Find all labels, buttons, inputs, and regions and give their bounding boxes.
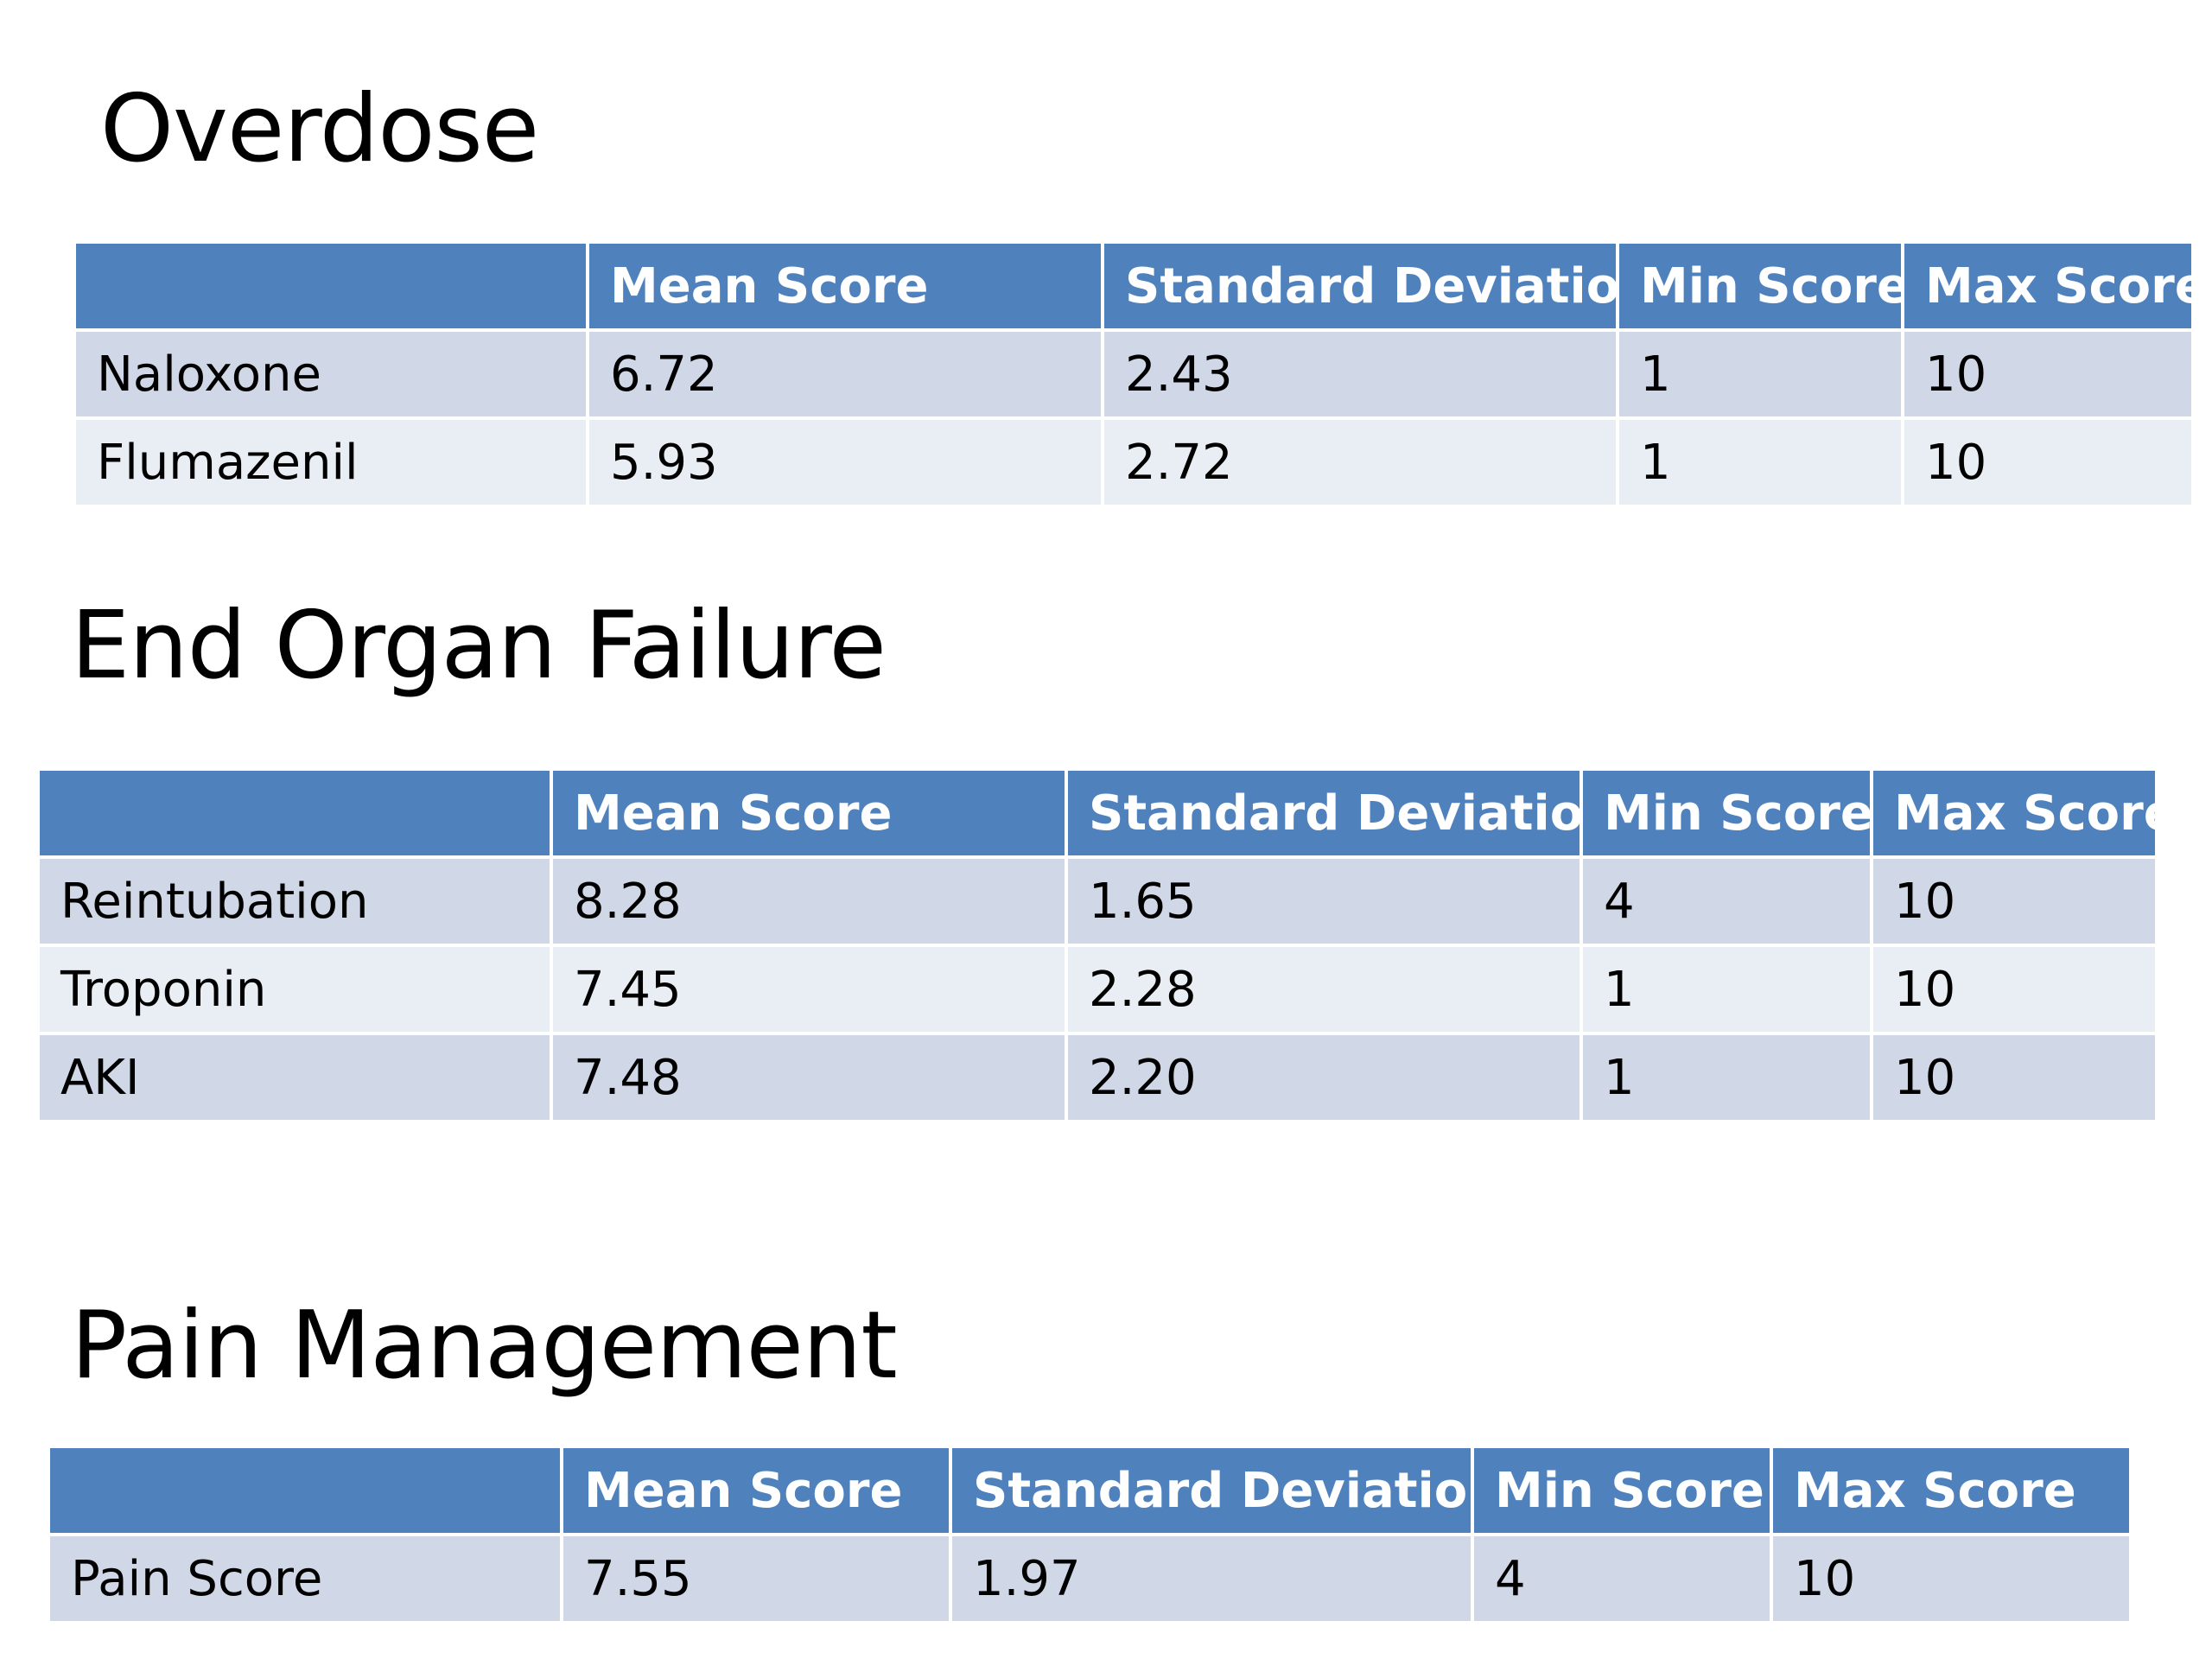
header-max-score: Max Score <box>1873 771 2155 855</box>
header-max-score: Max Score <box>1904 244 2191 328</box>
table-header-row: Mean Score Standard Deviation Min Score … <box>76 244 2191 328</box>
min-score-cell: 1 <box>1583 947 1870 1032</box>
standard-deviation-cell: 2.72 <box>1104 420 1616 505</box>
header-min-score: Min Score <box>1583 771 1870 855</box>
row-label: Troponin <box>40 947 550 1032</box>
header-mean-score: Mean Score <box>589 244 1101 328</box>
row-label: Flumazenil <box>76 420 586 505</box>
mean-score-cell: 7.55 <box>563 1536 949 1621</box>
section-title-pain-management: Pain Management <box>71 1292 898 1400</box>
overdose-table: Mean Score Standard Deviation Min Score … <box>73 240 2195 508</box>
min-score-cell: 1 <box>1619 332 1901 416</box>
header-standard-deviation: Standard Deviation <box>952 1448 1471 1533</box>
header-standard-deviation: Standard Deviation <box>1104 244 1616 328</box>
max-score-cell: 10 <box>1773 1536 2129 1621</box>
min-score-cell: 4 <box>1474 1536 1770 1621</box>
header-max-score: Max Score <box>1773 1448 2129 1533</box>
table-row: Naloxone 6.72 2.43 1 10 <box>76 332 2191 416</box>
min-score-cell: 1 <box>1619 420 1901 505</box>
pain-management-table: Mean Score Standard Deviation Min Score … <box>47 1445 2133 1624</box>
header-standard-deviation: Standard Deviation <box>1068 771 1580 855</box>
standard-deviation-cell: 1.65 <box>1068 859 1580 944</box>
header-row-label <box>40 771 550 855</box>
row-label: Reintubation <box>40 859 550 944</box>
standard-deviation-cell: 1.97 <box>952 1536 1471 1621</box>
mean-score-cell: 7.48 <box>553 1035 1065 1120</box>
mean-score-cell: 6.72 <box>589 332 1101 416</box>
table-row: Flumazenil 5.93 2.72 1 10 <box>76 420 2191 505</box>
mean-score-cell: 8.28 <box>553 859 1065 944</box>
row-label: Pain Score <box>50 1536 560 1621</box>
header-min-score: Min Score <box>1474 1448 1770 1533</box>
row-label: AKI <box>40 1035 550 1120</box>
table-row: Reintubation 8.28 1.65 4 10 <box>40 859 2155 944</box>
mean-score-cell: 5.93 <box>589 420 1101 505</box>
max-score-cell: 10 <box>1904 332 2191 416</box>
header-mean-score: Mean Score <box>563 1448 949 1533</box>
header-mean-score: Mean Score <box>553 771 1065 855</box>
standard-deviation-cell: 2.28 <box>1068 947 1580 1032</box>
table-header-row: Mean Score Standard Deviation Min Score … <box>50 1448 2129 1533</box>
standard-deviation-cell: 2.20 <box>1068 1035 1580 1120</box>
table-row: Troponin 7.45 2.28 1 10 <box>40 947 2155 1032</box>
min-score-cell: 1 <box>1583 1035 1870 1120</box>
end-organ-failure-table: Mean Score Standard Deviation Min Score … <box>36 767 2158 1123</box>
header-row-label <box>76 244 586 328</box>
header-row-label <box>50 1448 560 1533</box>
table-header-row: Mean Score Standard Deviation Min Score … <box>40 771 2155 855</box>
section-title-overdose: Overdose <box>100 75 539 183</box>
max-score-cell: 10 <box>1904 420 2191 505</box>
max-score-cell: 10 <box>1873 947 2155 1032</box>
row-label: Naloxone <box>76 332 586 416</box>
max-score-cell: 10 <box>1873 859 2155 944</box>
header-min-score: Min Score <box>1619 244 1901 328</box>
mean-score-cell: 7.45 <box>553 947 1065 1032</box>
section-title-end-organ-failure: End Organ Failure <box>71 592 887 700</box>
table-row: Pain Score 7.55 1.97 4 10 <box>50 1536 2129 1621</box>
standard-deviation-cell: 2.43 <box>1104 332 1616 416</box>
table-row: AKI 7.48 2.20 1 10 <box>40 1035 2155 1120</box>
max-score-cell: 10 <box>1873 1035 2155 1120</box>
min-score-cell: 4 <box>1583 859 1870 944</box>
